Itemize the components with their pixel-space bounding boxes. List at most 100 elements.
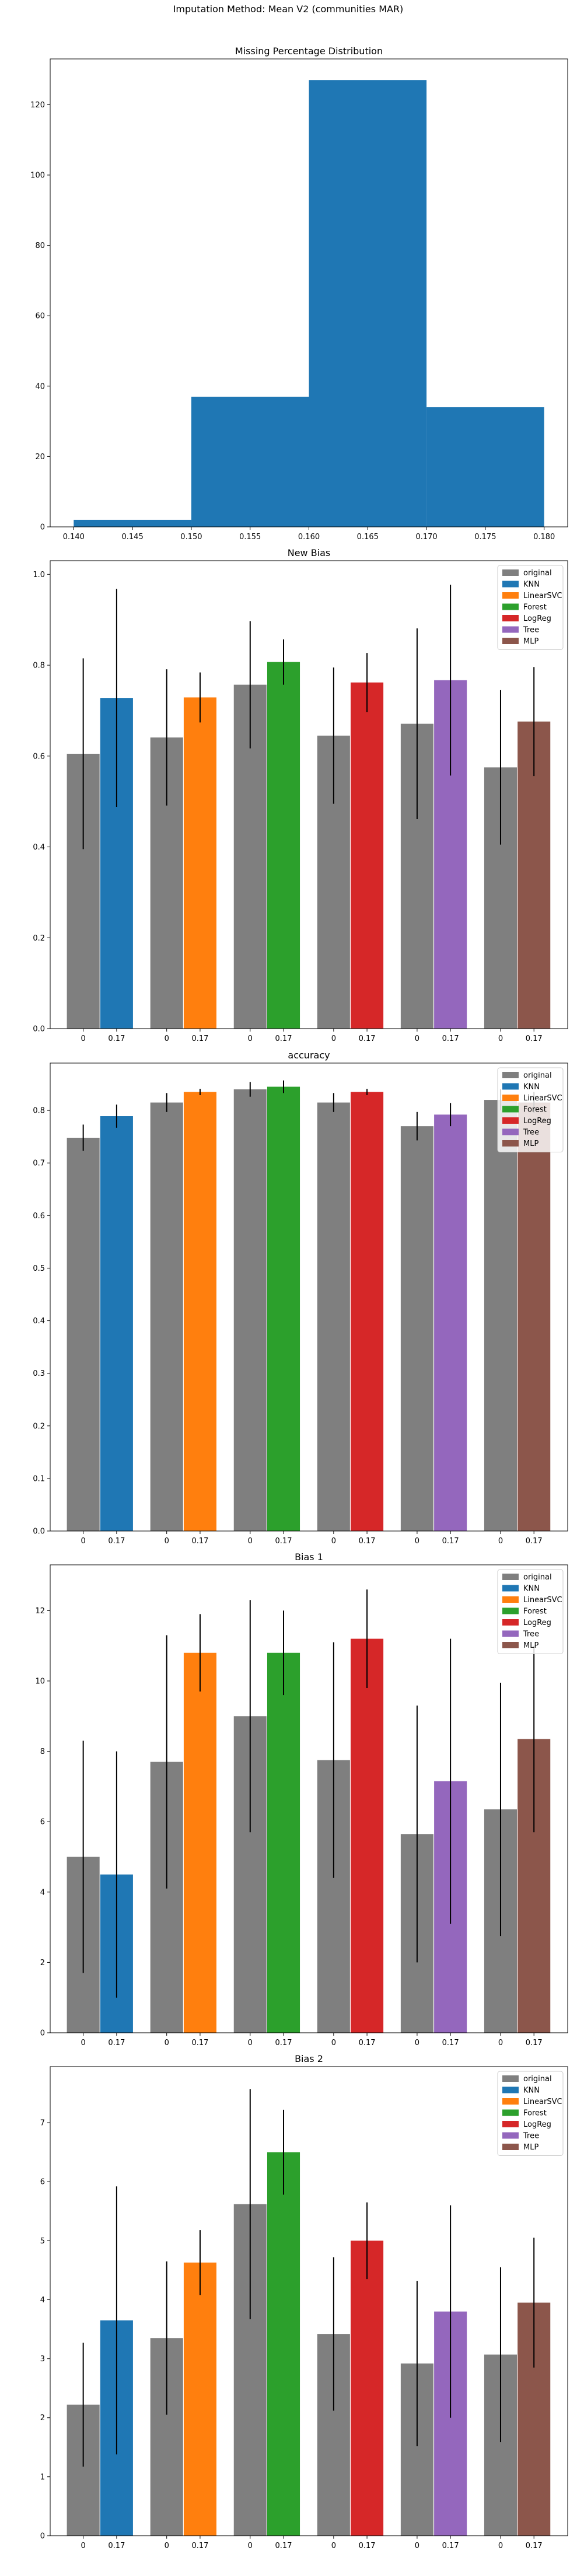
histogram-panel: Missing Percentage Distribution 0 20 40 60 80…: [30, 46, 568, 541]
bias-1-xtick-label: 0.17: [442, 2039, 459, 2047]
accuracy-legend-swatch-forest: [502, 1106, 519, 1113]
histogram-ytick-label: 0: [40, 523, 45, 532]
bias-2-xtick-label: 0: [415, 2542, 419, 2550]
bias-2-xtick-label: 0.17: [359, 2542, 376, 2550]
bias-1-bar-logreg-imputed: [351, 1638, 384, 2033]
bias-2-legend-label-original: original: [523, 2075, 552, 2084]
accuracy-ytick-label: 0.6: [33, 1212, 45, 1221]
new-bias-bar-logreg-imputed: [351, 682, 384, 1029]
bias-2-axes-frame: [50, 2066, 568, 2536]
accuracy-legend-label-knn: KNN: [523, 1083, 540, 1092]
bias-2-bar-logreg-imputed: [351, 2241, 384, 2536]
histogram-bar: [426, 407, 544, 527]
new-bias-legend-label-tree: Tree: [523, 626, 539, 635]
accuracy-ytick-label: 0.5: [33, 1264, 45, 1273]
new-bias-legend-swatch-forest: [502, 603, 519, 610]
bias-1-panel: Bias 1 0 2 4 6 8 10 12 0 0.17 0 0.17 0 0.17 0 0.17 0 0.17…: [35, 1551, 568, 2047]
new-bias-ytick-label: 0.6: [33, 752, 45, 761]
bias-1-xtick-label: 0: [248, 2039, 253, 2047]
new-bias-axes-frame: [50, 560, 568, 1029]
accuracy-ytick-label: 0.3: [33, 1369, 45, 1378]
bias-2-ytick-label: 0: [40, 2532, 45, 2541]
accuracy-panel: accuracy 0.0 0.1 0.2 0.3 0.4 0.5 0.6 0.7 0.8 0 0.17…: [33, 1050, 568, 1546]
bias-1-legend-label-forest: Forest: [523, 1607, 547, 1616]
accuracy-legend-swatch-linearsvc: [502, 1095, 519, 1101]
new-bias-legend-label-linearsvc: LinearSVC: [523, 592, 562, 600]
new-bias-xtick-label: 0.17: [442, 1034, 459, 1043]
bias-2-ytick-label: 1: [40, 2473, 45, 2481]
bias-1-xtick-label: 0.17: [275, 2039, 292, 2047]
accuracy-xtick-label: 0: [165, 1537, 169, 1546]
accuracy-legend: original KNN LinearSVC Forest LogReg Tree MLP: [497, 1067, 564, 1152]
bias-2-legend-swatch-logreg: [502, 2121, 519, 2127]
bias-2-legend: original KNN LinearSVC Forest LogReg Tree MLP: [497, 2071, 564, 2156]
bias-1-legend-swatch-knn: [502, 1585, 519, 1592]
histogram-title: Missing Percentage Distribution: [235, 46, 383, 57]
accuracy-title: accuracy: [288, 1050, 330, 1061]
accuracy-ytick-label: 0.0: [33, 1528, 45, 1536]
new-bias-xtick-label: 0.17: [275, 1034, 292, 1043]
bias-1-xtick-label: 0: [165, 2039, 169, 2047]
bias-2-legend-swatch-forest: [502, 2109, 519, 2116]
accuracy-bar-logreg-imputed: [351, 1092, 384, 1531]
bias-2-ytick-label: 5: [40, 2237, 45, 2246]
new-bias-ytick-label: 0.4: [33, 843, 45, 852]
accuracy-xtick-label: 0.17: [359, 1537, 376, 1546]
histogram-xtick-label: 0.150: [180, 533, 202, 541]
accuracy-ytick-label: 0.4: [33, 1317, 45, 1326]
histogram-xtick-label: 0.145: [122, 533, 144, 541]
new-bias-legend-label-original: original: [523, 569, 552, 578]
bias-2-legend-label-logreg: LogReg: [523, 2120, 551, 2129]
new-bias-xtick-label: 0.17: [191, 1034, 208, 1043]
new-bias-legend-swatch-original: [502, 569, 519, 576]
accuracy-bar-knn-original: [67, 1137, 100, 1531]
accuracy-legend-label-mlp: MLP: [523, 1140, 538, 1148]
bias-2-xtick-label: 0: [498, 2542, 503, 2550]
bias-2-panel: Bias 2 0 1 2 3 4 5 6 7 0 0.17 0 0.17 0 0.17 0 0.17 0 0.17 0…: [40, 2053, 568, 2550]
histogram-ytick-label: 100: [30, 171, 45, 180]
histogram-bar: [309, 80, 427, 527]
new-bias-panel: New Bias 0.0 0.2 0.4 0.6 0.8 1.0 0 0.17 0 0.17 0 0.1…: [33, 547, 568, 1043]
histogram-bar: [74, 519, 191, 527]
new-bias-ytick-label: 1.0: [33, 571, 45, 579]
bias-1-ytick-label: 6: [40, 1818, 45, 1827]
new-bias-title: New Bias: [288, 547, 331, 558]
bias-2-ytick-label: 3: [40, 2355, 45, 2364]
new-bias-xtick-label: 0: [165, 1034, 169, 1043]
accuracy-legend-swatch-tree: [502, 1128, 519, 1135]
accuracy-ytick-label: 0.8: [33, 1107, 45, 1116]
bias-2-ytick-label: 7: [40, 2119, 45, 2128]
new-bias-legend-swatch-mlp: [502, 638, 519, 644]
bias-1-legend-swatch-forest: [502, 1607, 519, 1614]
accuracy-legend-label-original: original: [523, 1071, 552, 1080]
accuracy-bar-tree-imputed: [434, 1114, 467, 1531]
accuracy-bar-linearsvc-imputed: [183, 1092, 216, 1531]
histogram-xtick-label: 0.155: [239, 533, 261, 541]
accuracy-legend-swatch-original: [502, 1072, 519, 1078]
bias-1-ytick-label: 12: [35, 1607, 45, 1616]
bias-2-legend-swatch-tree: [502, 2132, 519, 2139]
bias-1-legend-label-linearsvc: LinearSVC: [523, 1596, 562, 1605]
accuracy-legend-label-logreg: LogReg: [523, 1117, 551, 1126]
bias-1-legend-swatch-original: [502, 1574, 519, 1580]
bias-1-legend-label-tree: Tree: [523, 1630, 539, 1639]
histogram-ytick-label: 80: [35, 242, 45, 250]
histogram-ytick-label: 120: [30, 101, 45, 110]
accuracy-ytick-label: 0.7: [33, 1159, 45, 1168]
bias-2-xtick-label: 0: [81, 2542, 86, 2550]
accuracy-bar-mlp-imputed: [517, 1102, 551, 1531]
bias-2-legend-label-mlp: MLP: [523, 2143, 538, 2152]
accuracy-axes-frame: [50, 1062, 568, 1532]
bias-2-xtick-label: 0.17: [191, 2542, 208, 2550]
new-bias-xtick-label: 0: [81, 1034, 86, 1043]
bias-2-legend-swatch-knn: [502, 2086, 519, 2093]
bias-1-legend-label-original: original: [523, 1573, 552, 1582]
bias-2-xtick-label: 0.17: [526, 2542, 543, 2550]
bias-2-legend-label-forest: Forest: [523, 2109, 547, 2118]
bias-1-xtick-label: 0.17: [526, 2039, 543, 2047]
bias-2-ytick-label: 4: [40, 2296, 45, 2305]
bias-2-legend-swatch-original: [502, 2075, 519, 2082]
accuracy-bar-mlp-original: [484, 1100, 517, 1531]
accuracy-xtick-label: 0.17: [108, 1537, 125, 1546]
accuracy-xtick-label: 0.17: [191, 1537, 208, 1546]
